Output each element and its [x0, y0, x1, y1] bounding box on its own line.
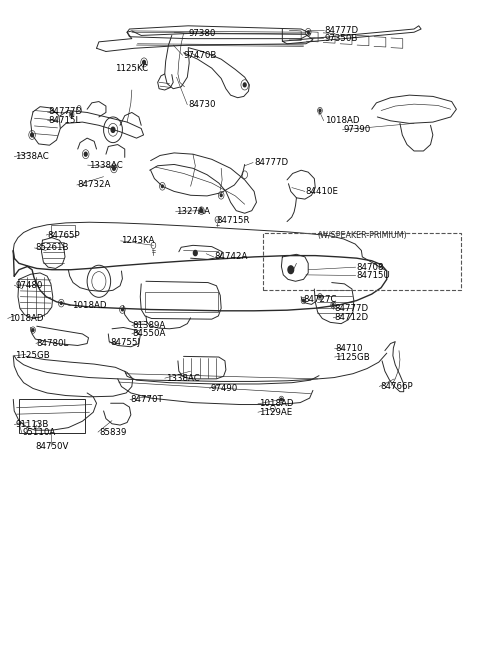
- Text: 1125KC: 1125KC: [115, 64, 148, 73]
- Text: 97380: 97380: [188, 29, 216, 38]
- Text: 84710: 84710: [336, 344, 363, 353]
- Text: 91113B: 91113B: [15, 420, 48, 429]
- Circle shape: [220, 194, 222, 196]
- Circle shape: [288, 266, 294, 274]
- Text: 84777D: 84777D: [334, 305, 368, 313]
- Text: 95110A: 95110A: [23, 428, 56, 438]
- Text: 84777D: 84777D: [324, 26, 359, 35]
- Circle shape: [302, 299, 304, 302]
- Text: 1338AC: 1338AC: [166, 374, 199, 383]
- Text: 84777D: 84777D: [254, 158, 288, 167]
- Text: 84780L: 84780L: [37, 339, 69, 348]
- Bar: [145, 291, 218, 312]
- Bar: [51, 225, 75, 236]
- Text: 84742A: 84742A: [215, 252, 248, 261]
- Text: 97470B: 97470B: [183, 51, 217, 60]
- Text: 84715U: 84715U: [357, 271, 391, 280]
- Text: 84550A: 84550A: [133, 329, 166, 339]
- Text: 84770T: 84770T: [131, 395, 164, 404]
- Text: 1125GB: 1125GB: [336, 352, 370, 362]
- Text: 84410E: 84410E: [306, 187, 339, 196]
- Text: 1327AA: 1327AA: [177, 207, 211, 215]
- Circle shape: [32, 329, 34, 331]
- Circle shape: [332, 304, 334, 307]
- Text: 84715L: 84715L: [48, 116, 80, 124]
- Text: (W/SPEAKER-PRIMIUM): (W/SPEAKER-PRIMIUM): [317, 231, 407, 240]
- Circle shape: [193, 250, 197, 255]
- Circle shape: [200, 209, 203, 213]
- Circle shape: [71, 113, 72, 116]
- Circle shape: [161, 185, 163, 187]
- Text: 97390: 97390: [344, 125, 371, 134]
- Bar: [19, 400, 85, 433]
- Circle shape: [143, 60, 145, 64]
- Circle shape: [280, 398, 282, 401]
- Circle shape: [319, 109, 321, 112]
- Text: 97490: 97490: [210, 384, 238, 393]
- Text: 1338AC: 1338AC: [15, 152, 49, 161]
- Text: 84755J: 84755J: [110, 339, 140, 347]
- Circle shape: [112, 166, 115, 170]
- Text: 1243KA: 1243KA: [121, 236, 155, 246]
- Text: 84730: 84730: [188, 100, 216, 109]
- Text: 1018AD: 1018AD: [72, 301, 106, 310]
- Text: 1338AC: 1338AC: [88, 160, 122, 170]
- Text: 81389A: 81389A: [133, 321, 166, 330]
- Text: 84766P: 84766P: [380, 382, 413, 391]
- Circle shape: [243, 83, 246, 87]
- Text: 97480: 97480: [15, 280, 43, 290]
- Text: 84777D: 84777D: [48, 107, 82, 117]
- Text: 84732A: 84732A: [78, 181, 111, 189]
- Text: 1018AD: 1018AD: [9, 314, 43, 323]
- Text: 84708: 84708: [357, 263, 384, 272]
- Circle shape: [84, 152, 87, 156]
- Text: 84715R: 84715R: [216, 215, 250, 225]
- Circle shape: [319, 295, 321, 298]
- Text: 84712D: 84712D: [334, 313, 368, 322]
- Bar: [263, 233, 461, 290]
- Text: 1129AE: 1129AE: [259, 407, 292, 417]
- Text: 97350B: 97350B: [324, 34, 358, 43]
- Circle shape: [307, 31, 309, 33]
- Text: 84727C: 84727C: [303, 295, 336, 305]
- Circle shape: [31, 133, 34, 137]
- Circle shape: [121, 309, 123, 311]
- Text: 85261B: 85261B: [36, 244, 69, 252]
- Circle shape: [111, 127, 115, 132]
- Text: 84765P: 84765P: [47, 231, 80, 240]
- Text: 1125GB: 1125GB: [15, 351, 50, 360]
- Text: 84750V: 84750V: [35, 441, 69, 451]
- Text: 1018AD: 1018AD: [259, 400, 293, 408]
- Text: 1018AD: 1018AD: [324, 117, 359, 125]
- Circle shape: [60, 302, 62, 305]
- Text: 85839: 85839: [99, 428, 126, 437]
